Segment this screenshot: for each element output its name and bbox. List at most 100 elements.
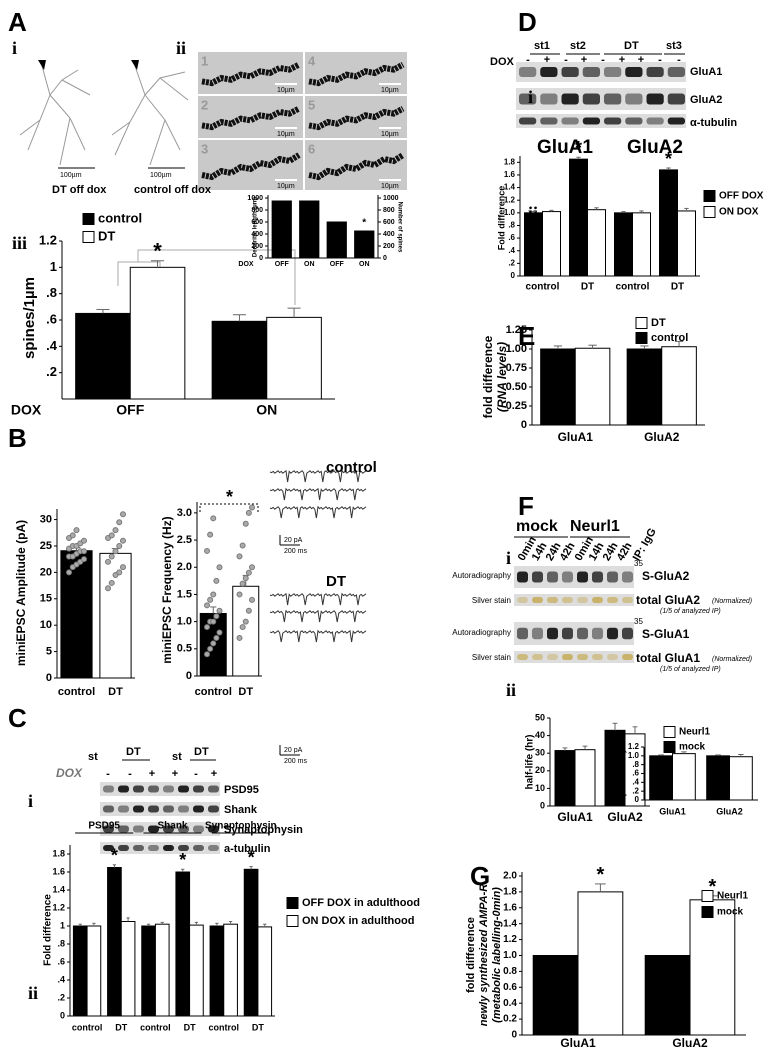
blot-band xyxy=(148,825,159,833)
bar xyxy=(299,200,320,259)
data-point xyxy=(210,591,217,598)
x-tick-label: ON xyxy=(256,402,277,418)
blot-strip xyxy=(514,622,634,645)
figure-text: i xyxy=(12,38,17,58)
figure-text: st2 xyxy=(570,40,586,52)
dox-sign: + xyxy=(211,768,217,780)
dox-sign: + xyxy=(149,768,155,780)
bar xyxy=(672,753,696,801)
blot-band xyxy=(547,597,558,603)
y-axis-label: miniEPSC Amplitude (pA) xyxy=(14,520,28,666)
figure-text: DT xyxy=(624,40,639,52)
data-point xyxy=(108,532,115,539)
y-tick-label: 1.8 xyxy=(503,887,517,898)
bar xyxy=(154,923,170,1017)
legend-label: OFF DOX in adulthood xyxy=(302,897,420,909)
figure-text: F xyxy=(518,491,534,521)
figure-text: D xyxy=(518,7,537,37)
scale-label: 10µm xyxy=(381,131,399,138)
significance: * xyxy=(362,218,366,229)
blot-band xyxy=(193,785,204,793)
data-point xyxy=(216,607,223,614)
data-point xyxy=(204,651,211,658)
blot-band xyxy=(667,117,685,125)
blot-band xyxy=(646,67,664,77)
y-tick-label: 1.6 xyxy=(52,866,65,876)
data-point xyxy=(239,542,246,549)
data-point xyxy=(207,596,214,603)
y2-tick-label: 200 xyxy=(383,243,395,250)
figure-text: (Normalized) xyxy=(712,598,752,605)
y-tick-label: 1.2 xyxy=(504,195,516,204)
figure-text: ii xyxy=(176,38,186,58)
dendrite xyxy=(201,105,301,131)
bar xyxy=(644,954,691,1036)
dox-sign: + xyxy=(619,54,625,66)
blots xyxy=(100,62,686,854)
micrograph-number: 5 xyxy=(308,97,315,112)
figure-text: DOX xyxy=(490,56,515,68)
group-label: GluA2 xyxy=(627,137,683,158)
y2-tick-label: 400 xyxy=(383,231,395,238)
bar xyxy=(271,200,292,259)
figure-text: DT off dox xyxy=(52,184,107,196)
blot-band xyxy=(163,845,174,851)
row-label: Autoradiography xyxy=(452,571,511,580)
blot-band xyxy=(667,93,685,105)
y-tick-label: 25 xyxy=(40,540,52,552)
legend-swatch xyxy=(701,890,714,902)
blot-strip xyxy=(514,651,634,663)
trace xyxy=(269,629,367,643)
blot-band xyxy=(517,627,528,640)
bar xyxy=(243,868,259,1017)
bar xyxy=(689,899,736,1036)
bar xyxy=(266,316,322,400)
x-tick-label: DT xyxy=(252,1022,264,1032)
figure-text: DOX xyxy=(56,766,83,780)
y-tick-label: .8 xyxy=(57,938,65,948)
figure-text: 100µm xyxy=(60,172,82,179)
x-tick-label: control xyxy=(140,1022,171,1032)
y-tick-label: .4 xyxy=(508,246,515,255)
micrographs: 1 10µm 2 10µm 3 10µm 4 10µm 5 10µm 6 10µm xyxy=(198,52,407,190)
y-axis-label: (RNA levels) xyxy=(618,749,627,796)
blot-band xyxy=(582,93,600,105)
bar xyxy=(574,347,611,426)
blot-band xyxy=(178,845,189,851)
y-axis-label: Fold difference xyxy=(496,186,506,251)
figure-text: (1/5 of analyzed IP) xyxy=(660,608,721,615)
blot-band xyxy=(178,805,189,813)
significance: * xyxy=(153,239,162,264)
dox-sign: + xyxy=(581,54,587,66)
blot-band xyxy=(540,117,558,125)
soma xyxy=(38,60,46,70)
blot-band xyxy=(118,805,129,813)
y-tick-label: 1.4 xyxy=(52,884,65,894)
bar xyxy=(189,924,204,1017)
y-tick-label: 0 xyxy=(521,419,527,431)
figure-text: ii xyxy=(506,680,516,700)
x-tick-label: control xyxy=(526,282,560,293)
blot-band xyxy=(517,571,528,583)
y-tick-label: 1.8 xyxy=(52,848,65,858)
y-tick-label: 1.2 xyxy=(39,232,57,247)
figure-text: i xyxy=(528,87,533,107)
y-tick-label: 2.0 xyxy=(177,561,192,573)
y-axis-label: fold difference xyxy=(481,335,495,418)
trace-scale-bar xyxy=(279,535,300,546)
blot-band xyxy=(646,117,664,125)
x-tick-label: GluA2 xyxy=(644,430,680,444)
blot-band xyxy=(540,93,558,105)
bar xyxy=(649,755,674,801)
y2-axis-label: Number of spines xyxy=(396,202,402,253)
y-tick-label: 2.0 xyxy=(503,871,517,882)
figure-text: 200 ms xyxy=(284,758,307,765)
y-axis-label: Fold difference xyxy=(608,744,617,802)
micrograph-number: 2 xyxy=(201,97,208,112)
data-point xyxy=(108,553,115,560)
scale-label: 10µm xyxy=(277,131,295,138)
dox-sign: + xyxy=(544,54,550,66)
blot-band xyxy=(517,654,528,660)
figure-text: iii xyxy=(12,233,27,253)
blot-band xyxy=(547,654,558,660)
